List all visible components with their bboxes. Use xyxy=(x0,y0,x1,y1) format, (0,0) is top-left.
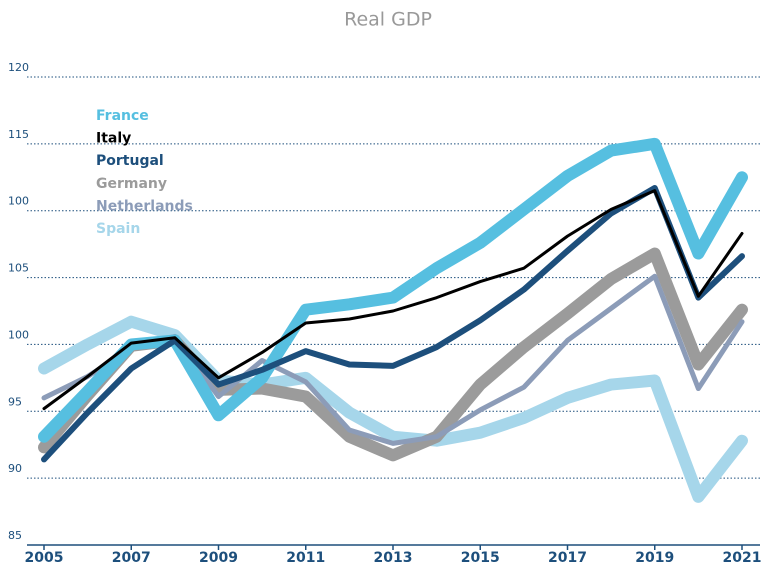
x-tick-label: 2009 xyxy=(199,550,238,566)
y-tick-label: 120 xyxy=(8,61,29,74)
series-line xyxy=(42,189,744,411)
y-tick-label: 100 xyxy=(8,328,29,341)
x-tick-label: 2021 xyxy=(723,550,762,566)
x-tick-label: 2005 xyxy=(25,550,64,566)
series-line xyxy=(38,137,748,443)
legend-label: France xyxy=(96,108,149,124)
x-tick-label: 2017 xyxy=(548,550,587,566)
series-line xyxy=(38,315,748,503)
x-tick-label: 2007 xyxy=(112,550,151,566)
x-tick-label: 2019 xyxy=(635,550,674,566)
y-tick-label: 100 xyxy=(8,195,29,208)
legend-label: Spain xyxy=(96,221,140,237)
y-tick-label: 105 xyxy=(8,262,29,275)
legend-label: Germany xyxy=(96,176,167,192)
legend-label: Netherlands xyxy=(96,198,193,214)
legend-label: Italy xyxy=(96,131,131,147)
y-tick-label: 115 xyxy=(8,128,29,141)
x-tick-label: 2013 xyxy=(374,550,413,566)
x-tick-label: 2011 xyxy=(286,550,325,566)
x-tick-label: 2015 xyxy=(461,550,500,566)
series-line xyxy=(41,184,745,463)
y-tick-label: 85 xyxy=(8,529,22,542)
y-tick-label: 95 xyxy=(8,395,22,408)
y-tick-label: 90 xyxy=(8,462,22,475)
chart-title: Real GDP xyxy=(344,9,432,31)
legend-label: Portugal xyxy=(96,153,164,169)
